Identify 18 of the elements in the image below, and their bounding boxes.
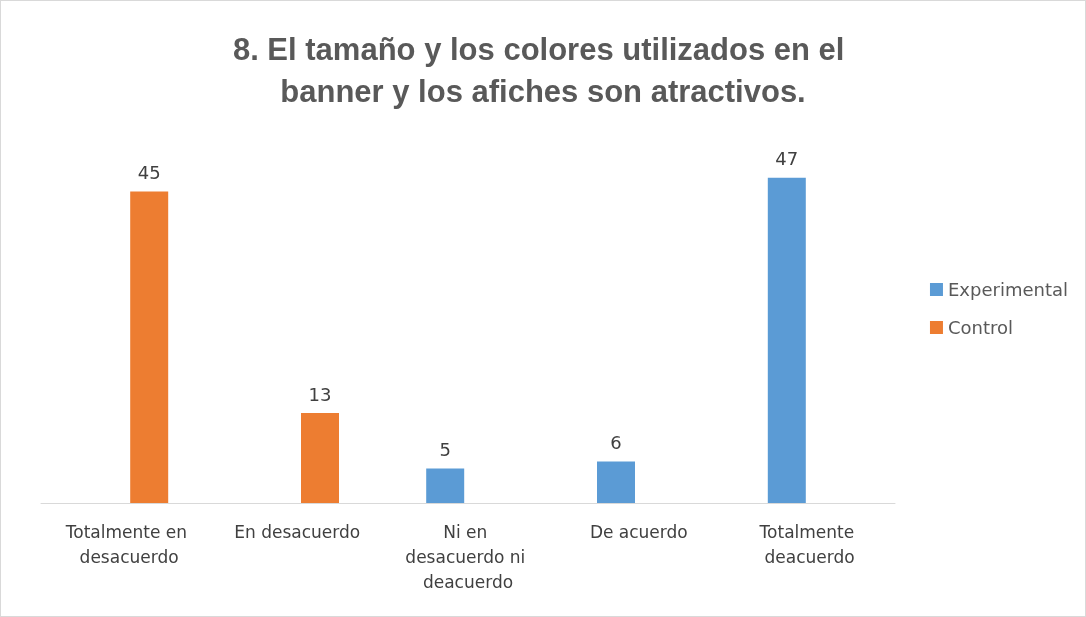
legend-label: Experimental: [947, 279, 1069, 300]
x-tick-label: De acuerdo: [589, 521, 688, 542]
data-label: 5: [439, 438, 451, 460]
data-label: 6: [610, 431, 622, 453]
chart-title: 8. El tamaño y los colores utilizados en el banner y los afiches son atractivos.: [232, 31, 854, 109]
data-label: 47: [775, 148, 799, 170]
x-tick-label: Totalmente en desacuerdo: [64, 521, 188, 567]
bar: [130, 191, 169, 503]
bar: [301, 413, 339, 503]
x-tick-label: Ni en desacuerdo ni deacuerdo: [405, 521, 531, 592]
bar: [767, 177, 806, 503]
x-tick-label: Totalmente deacuerdo: [758, 521, 860, 567]
legend-label: Control: [947, 317, 1014, 338]
data-label: 13: [308, 383, 332, 405]
x-tick-label: En desacuerdo: [234, 521, 361, 542]
bar: [426, 468, 465, 503]
bar: [597, 461, 635, 503]
data-label: 45: [137, 162, 161, 184]
